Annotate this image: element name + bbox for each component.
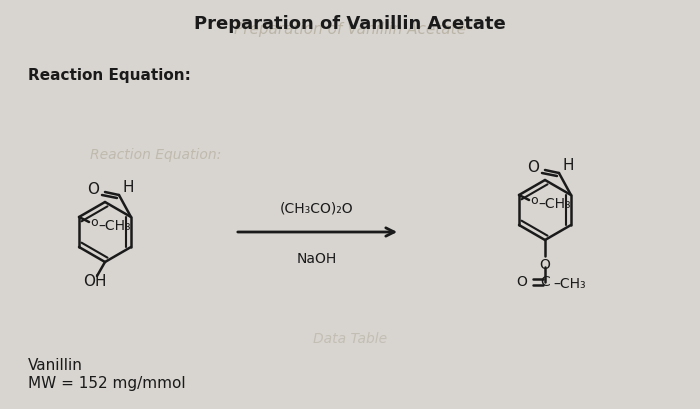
Text: Preparation of Vanillin Acetate: Preparation of Vanillin Acetate bbox=[234, 22, 466, 37]
Text: –CH₃: –CH₃ bbox=[538, 197, 570, 211]
Text: O: O bbox=[540, 258, 550, 272]
Text: O: O bbox=[516, 275, 527, 289]
Text: O: O bbox=[527, 160, 539, 175]
Text: MW = 152 mg/mmol: MW = 152 mg/mmol bbox=[28, 376, 186, 391]
Text: H: H bbox=[563, 157, 575, 173]
Text: Vanillin: Vanillin bbox=[28, 358, 83, 373]
Text: Preparation of Vanillin Acetate: Preparation of Vanillin Acetate bbox=[194, 15, 506, 33]
Text: Reaction Equation:: Reaction Equation: bbox=[90, 148, 221, 162]
Text: NaOH: NaOH bbox=[297, 252, 337, 266]
Text: H: H bbox=[123, 180, 134, 195]
Text: o: o bbox=[90, 216, 97, 229]
Text: o: o bbox=[530, 195, 538, 207]
Text: (CH₃CO)₂O: (CH₃CO)₂O bbox=[280, 201, 354, 215]
Text: OH: OH bbox=[83, 274, 106, 290]
Text: –CH₃: –CH₃ bbox=[553, 277, 586, 291]
Text: Reaction Equation:: Reaction Equation: bbox=[28, 68, 191, 83]
Text: Data Table: Data Table bbox=[313, 332, 387, 346]
Text: C: C bbox=[540, 275, 550, 289]
Text: O: O bbox=[87, 182, 99, 196]
Text: –CH₃: –CH₃ bbox=[98, 219, 131, 233]
